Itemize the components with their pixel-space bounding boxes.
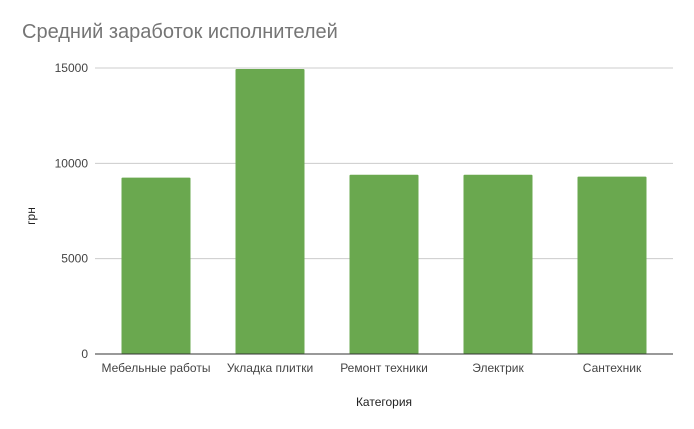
bar [463, 174, 533, 354]
y-tick-label: 10000 [55, 156, 89, 170]
y-tick-label: 15000 [55, 61, 89, 75]
bar [349, 174, 419, 354]
label-layer: 0 5000 10000 15000 Мебельные работы Укладка п… [24, 61, 642, 409]
y-axis-title: грн [24, 207, 38, 225]
bar-layer [121, 68, 647, 354]
bar [577, 176, 647, 354]
x-tick-label: Мебельные работы [102, 361, 211, 375]
x-tick-label: Укладка плитки [227, 361, 313, 375]
y-tick-label: 5000 [61, 252, 88, 266]
x-tick-label: Сантехник [583, 361, 642, 375]
x-tick-label: Ремонт техники [340, 361, 428, 375]
bar [235, 68, 305, 354]
chart-title: Средний заработок исполнителей [22, 21, 338, 43]
y-tick-label: 0 [81, 347, 88, 361]
x-axis-title: Категория [356, 395, 412, 409]
bar [121, 177, 191, 354]
x-tick-label: Электрик [472, 361, 524, 375]
